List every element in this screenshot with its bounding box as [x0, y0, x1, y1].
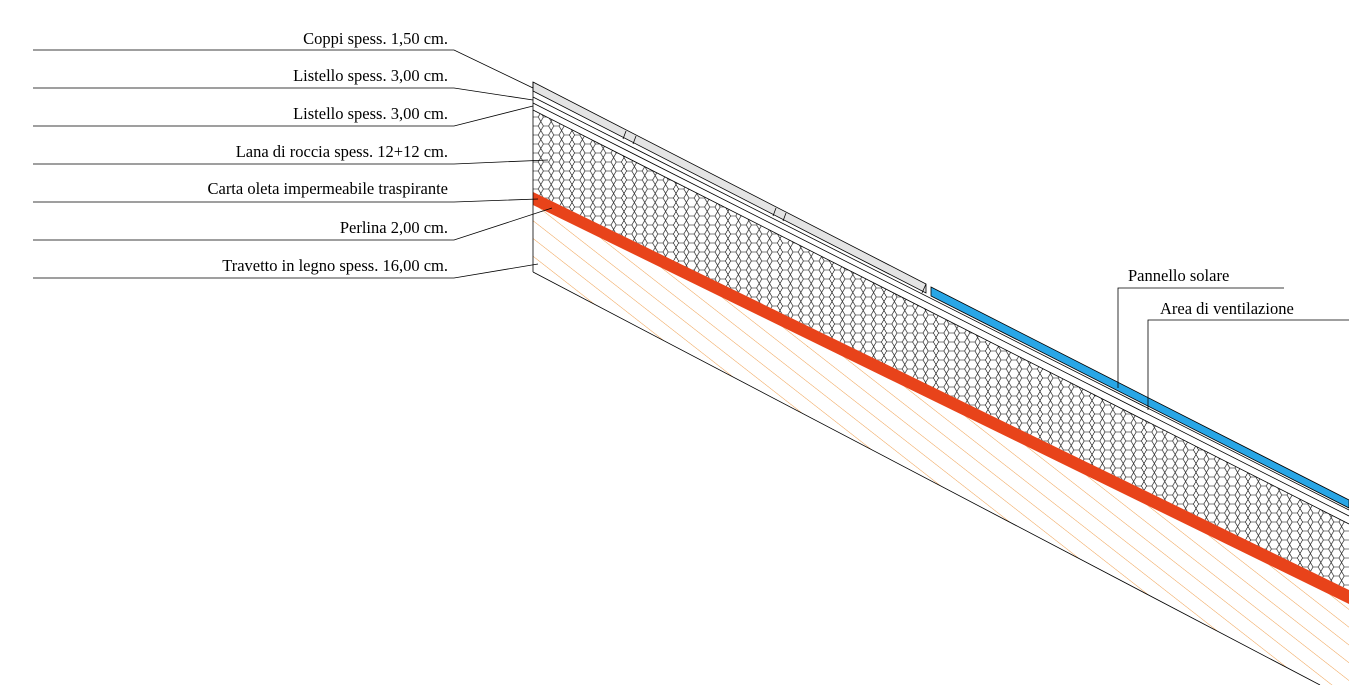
listello-line-2 — [532, 96, 1349, 511]
label-ventilazione: Area di ventilazione — [1147, 299, 1349, 410]
label-listello-2-text: Listello spess. 3,00 cm. — [293, 104, 448, 123]
coppi-joint-4 — [782, 212, 787, 222]
label-lana: Lana di roccia spess. 12+12 cm. — [33, 142, 549, 165]
travetto-bottom-edge — [532, 271, 1321, 685]
listello-line-1 — [532, 102, 1349, 517]
insulation-layer — [533, 110, 1349, 590]
solar-panel-joint — [921, 283, 927, 294]
label-coppi-text: Coppi spess. 1,50 cm. — [303, 29, 448, 48]
label-carta: Carta oleta impermeabile traspirante — [33, 179, 539, 203]
label-perlina-text: Perlina 2,00 cm. — [340, 218, 448, 237]
label-carta-text: Carta oleta impermeabile traspirante — [207, 179, 448, 198]
insulation-top-edge — [532, 109, 1349, 525]
coppi-joint-3 — [772, 207, 777, 217]
label-ventilazione-text: Area di ventilazione — [1160, 299, 1294, 318]
coppi-joint-1 — [622, 130, 627, 140]
membrane-layer — [533, 192, 1349, 604]
label-listello-1-text: Listello spess. 3,00 cm. — [293, 66, 448, 85]
label-travetto: Travetto in legno spess. 16,00 cm. — [33, 256, 539, 279]
label-pannello-text: Pannello solare — [1128, 266, 1229, 285]
label-lana-text: Lana di roccia spess. 12+12 cm. — [236, 142, 448, 161]
solar-panel-layer — [930, 286, 1349, 509]
label-listello-1: Listello spess. 3,00 cm. — [33, 66, 534, 101]
label-perlina: Perlina 2,00 cm. — [33, 207, 553, 241]
label-pannello: Pannello solare — [1117, 266, 1284, 388]
label-travetto-text: Travetto in legno spess. 16,00 cm. — [222, 256, 448, 275]
label-coppi: Coppi spess. 1,50 cm. — [33, 29, 534, 89]
coppi-joint-2 — [632, 135, 637, 145]
travetto-layer — [533, 205, 1349, 685]
label-listello-2: Listello spess. 3,00 cm. — [33, 104, 534, 127]
